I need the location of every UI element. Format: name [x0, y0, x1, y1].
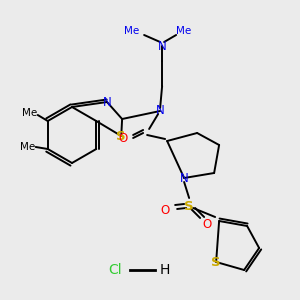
Text: O: O [202, 218, 212, 230]
Text: N: N [158, 40, 167, 52]
Text: S: S [116, 130, 126, 142]
Text: Me: Me [124, 26, 140, 36]
Text: Me: Me [20, 142, 35, 152]
Text: Cl: Cl [108, 263, 122, 277]
Text: H: H [160, 263, 170, 277]
Text: S: S [184, 200, 194, 212]
Text: O: O [118, 131, 128, 145]
Text: N: N [103, 95, 111, 109]
Text: N: N [180, 172, 188, 184]
Text: Me: Me [22, 108, 38, 118]
Text: N: N [156, 104, 164, 118]
Text: S: S [211, 256, 221, 268]
Text: O: O [160, 205, 170, 218]
Text: Me: Me [176, 26, 192, 36]
